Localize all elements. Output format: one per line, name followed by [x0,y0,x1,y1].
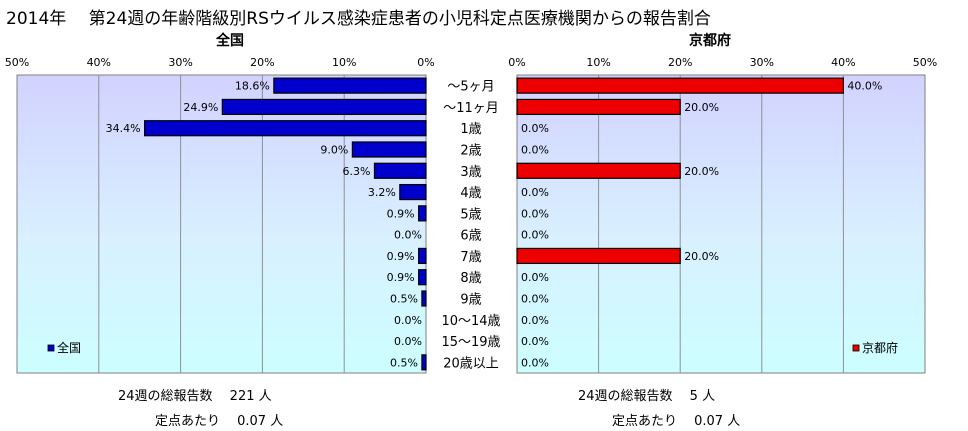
kyoto-data-label: 0.0% [521,144,549,157]
kyoto-tick-label: 20% [668,56,692,69]
chart-title: 2014年 第24週の年齢階級別RSウイルス感染症患者の小児科定点医療機関からの… [6,9,711,29]
kyoto-data-label: 0.0% [521,356,549,369]
kyoto-legend-swatch [852,344,860,352]
national-bar [351,141,427,158]
kyoto-bar [516,247,681,265]
kyoto-panel-title: 京都府 [689,33,731,49]
kyoto-tick-label: 40% [831,56,855,69]
national-tick-label: 0% [417,56,434,69]
national-bar [373,162,427,179]
kyoto-tick-label: 50% [913,56,937,69]
category-label: 3歳 [460,165,481,180]
national-bar [421,354,427,371]
kyoto-data-label: 0.0% [521,293,549,306]
kyoto-plot-background [516,74,926,374]
national-data-label: 0.9% [387,271,415,284]
national-data-label: 0.0% [394,229,422,242]
category-label: 5歳 [460,207,481,222]
category-label: 15～19歳 [441,335,500,350]
category-label: 2歳 [460,144,481,159]
kyoto-legend-label: 京都府 [862,340,898,355]
category-label: 9歳 [460,293,481,308]
kyoto-data-label: 0.0% [521,335,549,348]
kyoto-bar [516,162,681,179]
national-bar [418,247,427,265]
national-data-label: 9.0% [320,144,348,157]
kyoto-bar [516,77,844,94]
kyoto-data-label: 40.0% [847,80,882,93]
category-label: 20歳以上 [443,356,499,371]
category-label: 6歳 [460,229,481,244]
kyoto-data-label: 20.0% [684,250,719,263]
category-label: 10～14歳 [441,314,500,329]
kyoto-data-label: 0.0% [521,207,549,220]
kyoto-data-label: 0.0% [521,122,549,135]
national-plot-background [16,74,427,374]
category-label: 7歳 [460,250,481,265]
kyoto-bar [516,98,681,116]
national-legend-label: 全国 [57,340,81,355]
national-data-label: 6.3% [343,165,371,178]
national-bar [399,183,427,201]
national-tick-label: 20% [250,56,274,69]
kyoto-per-site: 定点あたり 0.07 人 [612,414,741,429]
national-data-label: 0.0% [394,314,422,327]
national-data-label: 3.2% [368,186,396,199]
national-tick-label: 10% [332,56,356,69]
kyoto-total-reports: 24週の総報告数 5 人 [578,389,716,404]
national-bar [273,77,427,94]
national-bar [418,205,427,222]
national-per-site: 定点あたり 0.07 人 [155,414,284,429]
national-data-label: 34.4% [106,122,141,135]
category-label: 4歳 [460,186,481,201]
national-legend-swatch [47,344,55,352]
national-bar [144,120,427,137]
kyoto-tick-label: 30% [750,56,774,69]
national-data-label: 0.9% [387,207,415,220]
kyoto-data-label: 0.0% [521,229,549,242]
national-panel-title: 全国 [216,33,244,49]
national-bar [418,269,427,286]
national-bar [421,290,427,307]
category-label: ～11ヶ月 [443,101,499,116]
category-label: 1歳 [460,122,481,137]
kyoto-data-label: 0.0% [521,271,549,284]
kyoto-tick-label: 0% [508,56,525,69]
kyoto-data-label: 20.0% [684,165,719,178]
kyoto-data-label: 0.0% [521,314,549,327]
national-total-reports: 24週の総報告数 221 人 [118,389,272,404]
national-data-label: 0.9% [387,250,415,263]
kyoto-data-label: 0.0% [521,186,549,199]
national-data-label: 0.5% [390,293,418,306]
kyoto-tick-label: 10% [586,56,610,69]
category-label: ～5ヶ月 [447,80,494,95]
national-tick-label: 40% [87,56,111,69]
national-data-label: 24.9% [183,101,218,114]
national-data-label: 0.0% [394,335,422,348]
national-data-label: 0.5% [390,356,418,369]
national-tick-label: 50% [5,56,29,69]
kyoto-data-label: 20.0% [684,101,719,114]
national-data-label: 18.6% [235,80,270,93]
national-tick-label: 30% [168,56,192,69]
national-bar [221,98,427,116]
category-label: 8歳 [460,271,481,286]
